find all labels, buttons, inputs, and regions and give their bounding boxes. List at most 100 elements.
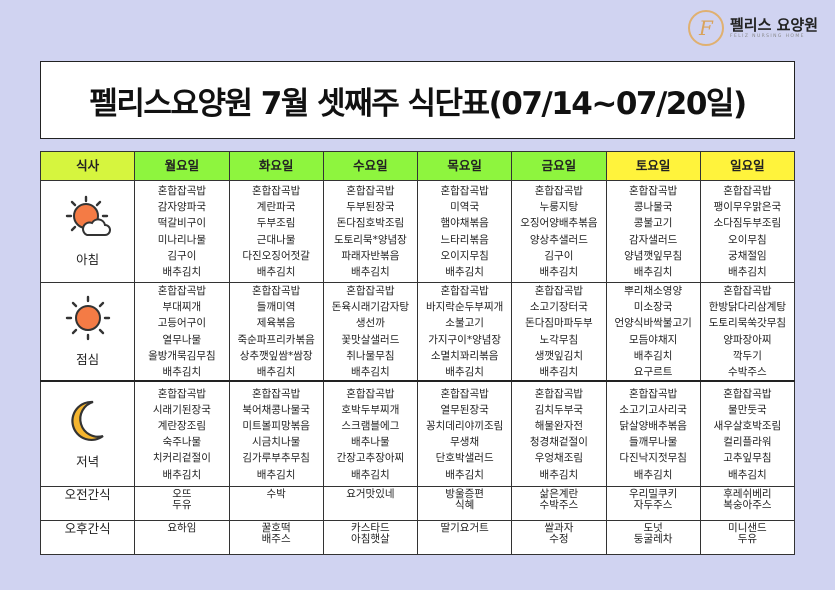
menu-item: 미역국: [450, 201, 480, 214]
menu-item: 오징어양배추볶음: [520, 217, 598, 230]
meal-row: 오후간식 요하임 꿀호떡 배주스 카스타드 아침햇살 딸기요거트 쌀과자 수정 도넛 둥굴레차 미니샌…: [39, 520, 796, 556]
menu-item: 취나물무침: [346, 349, 395, 362]
meal-row: 저녁 혼합잡곡밥 시래기된장국 계란장조림 숙주나물 치커리겉절이 배추김치 혼합잡곡밥 북어채…: [39, 380, 796, 488]
crescent-moon-icon: [41, 398, 134, 448]
menu-cell: 혼합잡곡밥 부대찌개 고등어구이 열무나물 올방개묵김무침 배추김치: [134, 282, 230, 382]
menu-item: 미나리나물: [157, 233, 207, 246]
menu-item: 혼합잡곡밥: [723, 285, 772, 297]
menu-cell: 혼합잡곡밥 누룽지탕 오징어양배추볶음 양상추샐러드 김구이 배추김치: [511, 180, 607, 283]
meal-row: 아침 혼합잡곡밥 감자양파국 떡갈비구이 미나리나물 김구이 배추김치 혼합잡곡밥 계란파국 두부…: [39, 180, 796, 283]
menu-item: 혼합잡곡밥: [251, 184, 301, 197]
menu-item: 배추김치: [445, 265, 484, 278]
menu-cell: 혼합잡곡밥 두부된장국 돈다짐호박조림 도토리묵*양념장 파래자반볶음 배추김치: [322, 180, 419, 283]
logo-subtitle: FELIZ NURSING HOME: [730, 34, 805, 39]
menu-item: 혼합잡곡밥: [251, 387, 301, 400]
menu-item: 배추김치: [351, 265, 390, 278]
menu-item: 혼합잡곡밥: [534, 184, 584, 197]
menu-item: 죽순파프리카볶음: [237, 333, 315, 346]
menu-item: 식혜: [454, 499, 475, 512]
menu-cell: 혼합잡곡밥 바지락순두부찌개 소불고기 가지구이*양념장 소멸치꽈리볶음 배추김치: [416, 282, 513, 382]
menu-cell: 혼합잡곡밥 들깨미역 제육볶음 죽순파프리카볶음 상추깻잎쌈*쌈장 배추김치: [228, 282, 324, 382]
menu-item: 돈육시래기감자탕: [331, 301, 410, 314]
menu-item: 북어채콩나물국: [242, 403, 310, 416]
menu-item: 꽁치데리야끼조림: [425, 420, 504, 433]
meal-label: 오후간식: [64, 521, 111, 537]
menu-cell: 혼합잡곡밥 돈육시래기감자탕 생선까 꽃맛살샐러드 취나물무침 배추김치: [322, 282, 419, 382]
menu-item: 양파장아찌: [723, 333, 772, 346]
menu-item: 콩나물국: [633, 201, 673, 214]
menu-item: 김구이: [544, 249, 574, 262]
menu-cell: 미니샌드 두유: [699, 520, 796, 556]
menu-item: 아침햇살: [351, 533, 390, 546]
menu-cell: 뿌리채소영양 미소장국 언양식바싹불고기 모듬야채지 배추김치 요구르트: [605, 282, 701, 382]
menu-item: 해물완자전: [534, 420, 584, 433]
menu-cell: 혼합잡곡밥 열무된장국 꽁치데리야끼조림 무생채 단호박샐러드 배추김치: [416, 380, 513, 488]
meal-column-header: 식사: [39, 151, 136, 181]
meal-row: 점심 혼합잡곡밥 부대찌개 고등어구이 열무나물 올방개묵김무침 배추김치 혼합잡곡밥 들깨미역…: [39, 282, 796, 382]
menu-cell: 혼합잡곡밥 북어채콩나물국 미트볼피망볶음 시금치나물 김가루부추무침 배추김치: [228, 380, 324, 488]
menu-item: 수박: [266, 488, 286, 501]
meal-label-cell: 오후간식: [39, 520, 136, 556]
day-header: 금요일: [511, 151, 607, 181]
menu-item: 컬리플라워: [723, 436, 772, 449]
menu-item: 숙주나물: [162, 436, 202, 449]
menu-item: 둥굴레차: [633, 533, 673, 546]
menu-cell: 꿀호떡 배주스: [228, 520, 324, 556]
menu-item: 두부조림: [256, 217, 296, 230]
menu-item: 떡갈비구이: [157, 217, 207, 230]
menu-item: 배추김치: [539, 366, 579, 379]
menu-cell: 혼합잡곡밥 팽이무우맑은국 소다짐두부조림 오이무침 궁채절임 배추김치: [699, 180, 796, 283]
menu-item: 청경채겉절이: [529, 436, 588, 449]
menu-item: 미니샌드: [728, 522, 767, 535]
menu-item: 계란장조림: [157, 420, 207, 433]
menu-item: 요하임: [167, 522, 197, 535]
menu-item: 생선까: [355, 317, 385, 330]
menu-item: 두유: [172, 499, 192, 512]
menu-item: 노각무침: [539, 333, 579, 346]
day-header: 토요일: [605, 151, 701, 181]
menu-item: 치커리겉절이: [152, 452, 211, 465]
menu-item: 김가루부추무침: [242, 452, 310, 465]
menu-item: 혼합잡곡밥: [723, 184, 772, 197]
menu-item: 콩불고기: [633, 217, 673, 230]
menu-item: 배추김치: [351, 366, 390, 379]
menu-cell: 오뜨 두유: [134, 486, 230, 522]
menu-item: 열무나물: [162, 333, 202, 346]
menu-cell: 후레쉬베리 복숭아주스: [699, 486, 796, 522]
menu-item: 요구르트: [633, 366, 673, 379]
meal-row: 오전간식 오뜨 두유 수박 요거맛있네 방울증편 식혜 삶은계란 수박주스 우리밀쿠키 자두주스 후레…: [39, 486, 796, 522]
menu-cell: 혼합잡곡밥 계란파국 두부조림 근대나물 다진오징어젓갈 배추김치: [228, 180, 324, 283]
menu-cell: 혼합잡곡밥 시래기된장국 계란장조림 숙주나물 치커리겉절이 배추김치: [134, 380, 230, 488]
menu-item: 혼합잡곡밥: [346, 184, 395, 197]
menu-item: 혼합잡곡밥: [251, 285, 301, 297]
header-row: 식사 월요일 화요일 수요일 목요일 금요일 토요일 일요일: [39, 151, 796, 181]
menu-item: 혼합잡곡밥: [346, 387, 395, 400]
day-header: 화요일: [228, 151, 324, 181]
menu-item: 김치두부국: [534, 403, 584, 416]
menu-item: 들깨무나물: [628, 436, 678, 449]
meal-label-cell: 아침: [39, 180, 136, 283]
menu-item: 닭살양배추볶음: [619, 420, 687, 433]
menu-item: 소멸치꽈리볶음: [430, 349, 499, 362]
menu-item: 혼합잡곡밥: [534, 285, 584, 297]
menu-item: 오이지무침: [440, 249, 489, 262]
menu-item: 두유: [737, 533, 758, 546]
menu-item: 가지구이*양념장: [428, 333, 502, 346]
menu-item: 도토리묵쑥갓무침: [708, 317, 787, 330]
menu-item: 돈다짐마파두부: [525, 317, 593, 330]
menu-item: 올방개묵김무침: [148, 349, 216, 362]
menu-cell: 혼합잡곡밥 호박두부찌개 스크램블에그 배추나물 간장고추장아찌 배추김치: [322, 380, 419, 488]
menu-item: 근대나물: [256, 233, 296, 246]
menu-item: 혼합잡곡밥: [628, 184, 678, 197]
menu-item: 오이무침: [728, 233, 767, 246]
menu-cell: 혼합잡곡밥 미역국 햄야채볶음 느타리볶음 오이지무침 배추김치: [416, 180, 513, 283]
menu-item: 배추김치: [162, 468, 202, 481]
menu-item: 부대찌개: [162, 301, 202, 314]
menu-item: 물만둣국: [728, 403, 767, 416]
menu-item: 한방닭다리삼계탕: [708, 301, 787, 314]
menu-item: 계란파국: [256, 201, 296, 214]
menu-item: 배주스: [261, 533, 291, 546]
day-header: 목요일: [416, 151, 513, 181]
menu-cell: 요하임: [134, 520, 230, 556]
menu-item: 배추김치: [539, 468, 579, 481]
